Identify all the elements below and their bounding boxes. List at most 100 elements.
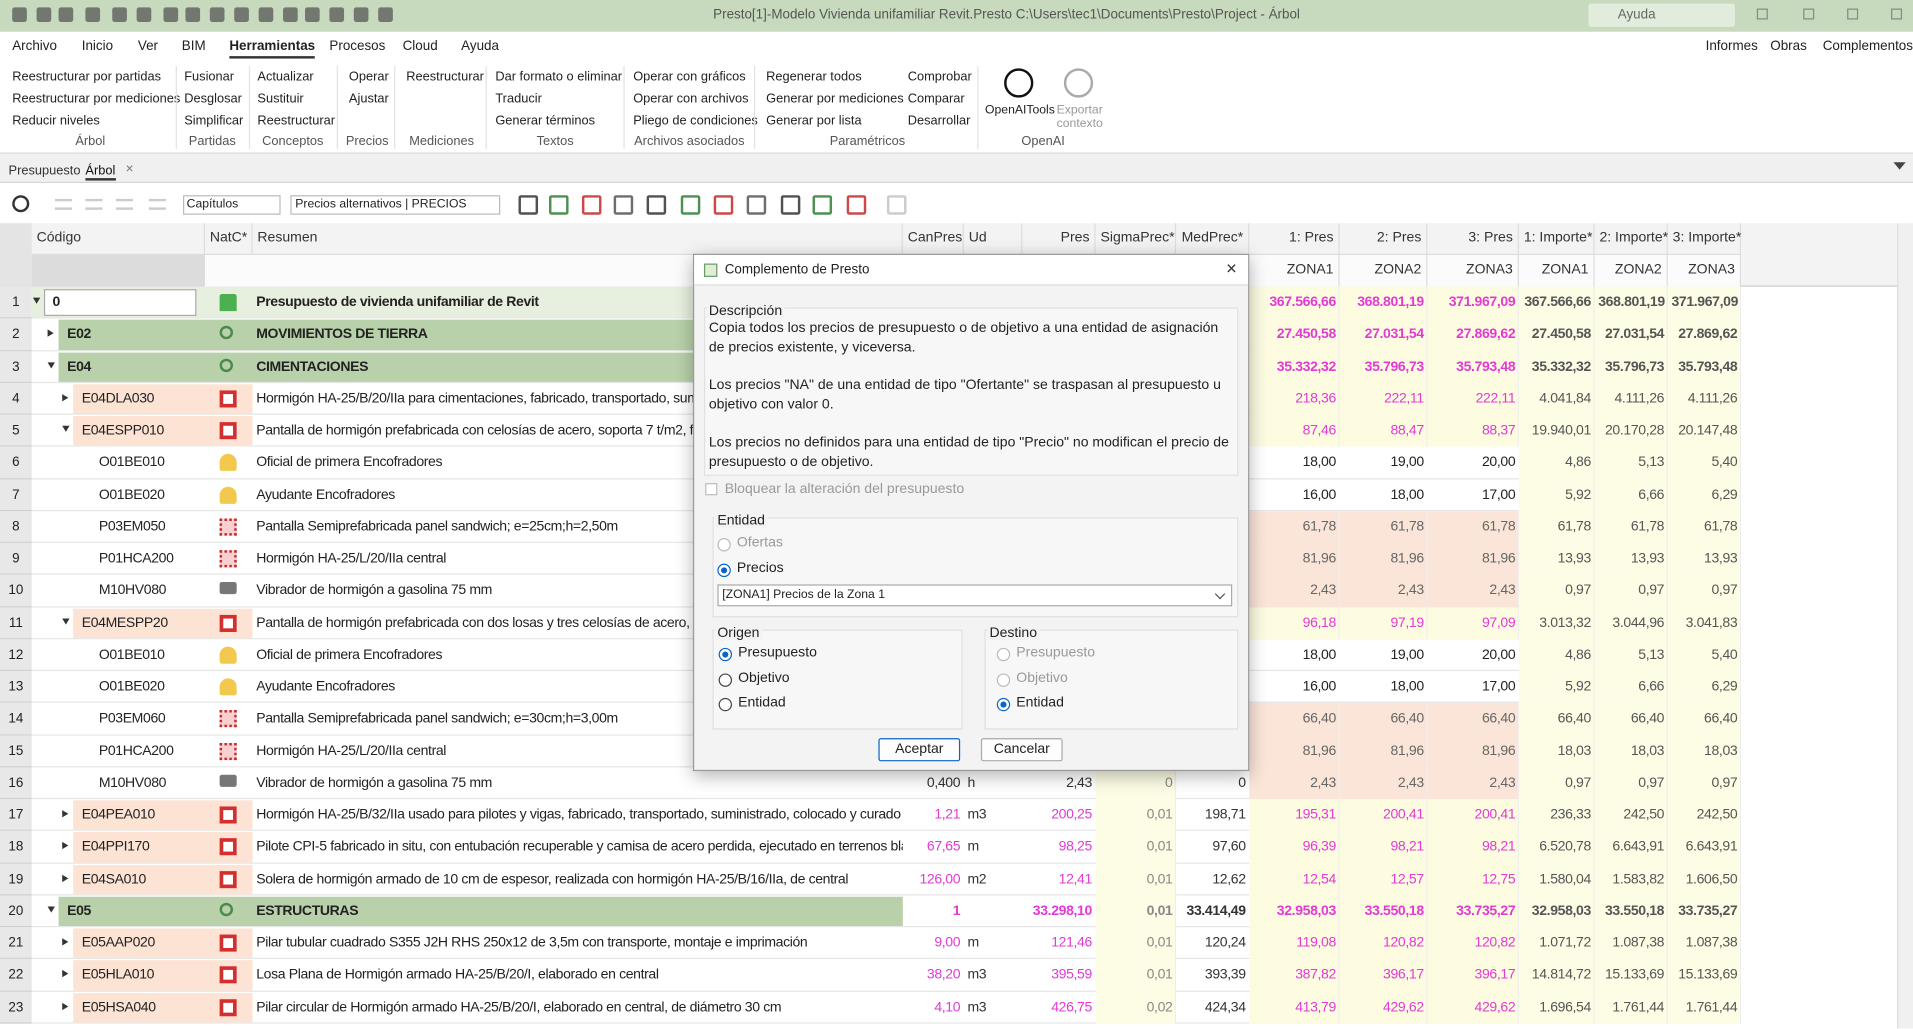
- column-header[interactable]: 2: Importe*: [1595, 223, 1668, 254]
- menu-right-item[interactable]: Complementos: [1823, 39, 1913, 54]
- toolbar-icon[interactable]: [614, 195, 634, 215]
- quick-icon[interactable]: [12, 7, 27, 22]
- toolbar-icon[interactable]: [813, 195, 833, 215]
- quick-icon[interactable]: [85, 7, 100, 22]
- quick-icon[interactable]: [37, 7, 52, 22]
- dialog-button[interactable]: Aceptar: [878, 738, 960, 761]
- window-button[interactable]: [1847, 9, 1858, 20]
- menu-item[interactable]: Archivo: [12, 39, 57, 54]
- ribbon-button[interactable]: Reducir niveles: [12, 113, 100, 128]
- menu-item[interactable]: Inicio: [82, 39, 113, 54]
- toolbar-icon-disabled[interactable]: [55, 199, 72, 210]
- menu-item[interactable]: Cloud: [403, 39, 438, 54]
- menu-right-item[interactable]: Informes: [1706, 39, 1758, 54]
- ribbon-button[interactable]: Exportar contexto: [1052, 104, 1108, 131]
- column-header[interactable]: SigmaPrec*: [1096, 223, 1177, 254]
- radio[interactable]: [717, 563, 730, 576]
- ribbon-button[interactable]: Operar con gráficos: [633, 70, 746, 85]
- ribbon-button[interactable]: Reestructurar por mediciones: [12, 92, 180, 107]
- ribbon-button[interactable]: Ajustar: [349, 92, 389, 107]
- expander[interactable]: [33, 298, 40, 304]
- column-header[interactable]: 3: Importe*: [1668, 223, 1741, 254]
- toolbar-icon[interactable]: [847, 195, 867, 215]
- ribbon-button[interactable]: Desarrollar: [908, 113, 971, 128]
- dialog-button[interactable]: Cancelar: [981, 738, 1063, 761]
- expander[interactable]: [62, 810, 68, 817]
- openai-icon-disabled[interactable]: [1064, 68, 1093, 97]
- toolbar-icon[interactable]: [747, 195, 767, 215]
- toolbar-icon-disabled[interactable]: [116, 199, 133, 210]
- openai-icon[interactable]: [1004, 68, 1033, 97]
- ribbon-button[interactable]: Comprobar: [908, 70, 972, 85]
- ribbon-button[interactable]: Regenerar todos: [766, 70, 861, 85]
- collapse-button[interactable]: [1893, 162, 1905, 169]
- ribbon-button[interactable]: Generar por mediciones: [766, 92, 903, 107]
- tab-active[interactable]: Árbol: [85, 163, 115, 180]
- quick-icon[interactable]: [210, 7, 225, 22]
- expander[interactable]: [62, 618, 69, 624]
- toolbar-icon[interactable]: [681, 195, 701, 215]
- window-button[interactable]: [1803, 9, 1814, 20]
- refresh-icon[interactable]: [12, 195, 29, 212]
- quick-icon[interactable]: [112, 7, 127, 22]
- ribbon-button[interactable]: Dar formato o eliminar: [495, 70, 622, 85]
- radio[interactable]: [719, 673, 732, 686]
- search-box[interactable]: Ayuda: [1588, 4, 1734, 27]
- ribbon-button[interactable]: Generar términos: [495, 113, 595, 128]
- ribbon-button[interactable]: Generar por lista: [766, 113, 861, 128]
- column-header[interactable]: 1: Pres: [1249, 223, 1339, 254]
- quick-icon[interactable]: [59, 7, 74, 22]
- expander[interactable]: [62, 426, 69, 432]
- column-header[interactable]: 1: Importe*: [1519, 223, 1595, 254]
- column-header[interactable]: Pres: [1022, 223, 1095, 254]
- scrollbar[interactable]: [1897, 223, 1913, 1028]
- ribbon-button[interactable]: Traducir: [495, 92, 542, 107]
- window-button[interactable]: [1891, 9, 1902, 20]
- ribbon-button[interactable]: Operar con archivos: [633, 92, 748, 107]
- menu-item[interactable]: Ayuda: [461, 39, 499, 54]
- column-header[interactable]: Resumen: [253, 223, 903, 254]
- expander[interactable]: [62, 842, 68, 849]
- toolbar-icon[interactable]: [549, 195, 569, 215]
- column-header[interactable]: 3: Pres: [1427, 223, 1519, 254]
- menu-right-item[interactable]: Obras: [1770, 39, 1807, 54]
- quick-icon[interactable]: [185, 7, 200, 22]
- column-header[interactable]: CanPres: [903, 223, 964, 254]
- quick-icon[interactable]: [329, 7, 344, 22]
- ribbon-button[interactable]: Fusionar: [184, 70, 234, 85]
- column-header[interactable]: Ud: [964, 223, 1023, 254]
- ribbon-button[interactable]: Desglosar: [184, 92, 242, 107]
- expander[interactable]: [48, 906, 55, 912]
- ribbon-button[interactable]: Comparar: [908, 92, 965, 107]
- radio[interactable]: [719, 648, 732, 661]
- quick-icon[interactable]: [137, 7, 152, 22]
- window-button[interactable]: [1757, 9, 1768, 20]
- quick-icon[interactable]: [354, 7, 369, 22]
- expander[interactable]: [48, 330, 54, 337]
- entity-select[interactable]: [ZONA1] Precios de la Zona 1: [717, 584, 1232, 606]
- level-dropdown[interactable]: Capítulos: [183, 195, 281, 215]
- toolbar-icon[interactable]: [519, 195, 539, 215]
- toolbar-icon[interactable]: [887, 195, 907, 215]
- column-header[interactable]: MedPrec*: [1176, 223, 1249, 254]
- ribbon-button[interactable]: Reestructurar: [257, 113, 335, 128]
- radio[interactable]: [719, 698, 732, 711]
- column-header[interactable]: NatC*: [205, 223, 253, 254]
- ribbon-button[interactable]: Operar: [349, 70, 389, 85]
- dialog-close[interactable]: ×: [1226, 259, 1237, 280]
- toolbar-icon-disabled[interactable]: [85, 199, 102, 210]
- radio[interactable]: [997, 698, 1010, 711]
- toolbar-icon[interactable]: [647, 195, 667, 215]
- quick-icon[interactable]: [305, 7, 320, 22]
- ribbon-button[interactable]: Sustituir: [257, 92, 303, 107]
- ribbon-button[interactable]: OpenAITools: [983, 104, 1056, 117]
- expander[interactable]: [62, 970, 68, 977]
- quick-icon[interactable]: [283, 7, 298, 22]
- ribbon-button[interactable]: Reestructurar: [406, 70, 484, 85]
- quick-icon[interactable]: [163, 7, 178, 22]
- ribbon-button[interactable]: Pliego de condiciones: [633, 113, 758, 128]
- toolbar-icon[interactable]: [582, 195, 602, 215]
- expander[interactable]: [62, 1002, 68, 1009]
- quick-icon[interactable]: [234, 7, 249, 22]
- menu-item[interactable]: Procesos: [329, 39, 385, 54]
